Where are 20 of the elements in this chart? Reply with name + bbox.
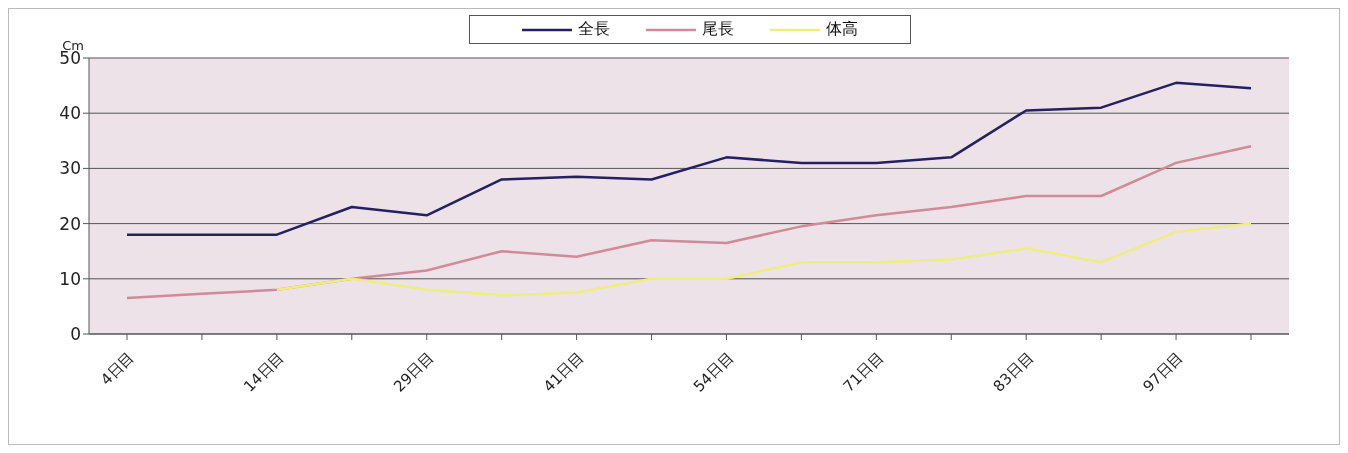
legend-label: 尾長: [702, 19, 734, 40]
x-tick-label: 97日目: [1139, 348, 1187, 396]
x-tick-label: 54日目: [689, 348, 738, 396]
y-tick-label: 0: [70, 324, 81, 345]
y-tick-label: 40: [59, 103, 81, 124]
x-tick-label: 4日目: [97, 348, 138, 389]
x-tick-label: 71日目: [839, 348, 888, 396]
x-tick-label: 14日目: [240, 348, 288, 396]
x-tick-label: 29日目: [390, 348, 438, 396]
x-tick-label: 83日目: [989, 348, 1037, 396]
y-axis-title: Cm: [62, 38, 84, 53]
line-series: [275, 222, 1253, 297]
y-tick-label: 30: [59, 158, 81, 179]
y-tick-label: 20: [59, 213, 81, 234]
line-series: [125, 81, 1253, 236]
y-tick-label: 10: [59, 268, 81, 289]
x-tick-label: 41日目: [539, 348, 588, 396]
legend-label: 全長: [578, 19, 610, 40]
line-series: [125, 145, 1253, 300]
legend-label: 体高: [826, 19, 858, 40]
